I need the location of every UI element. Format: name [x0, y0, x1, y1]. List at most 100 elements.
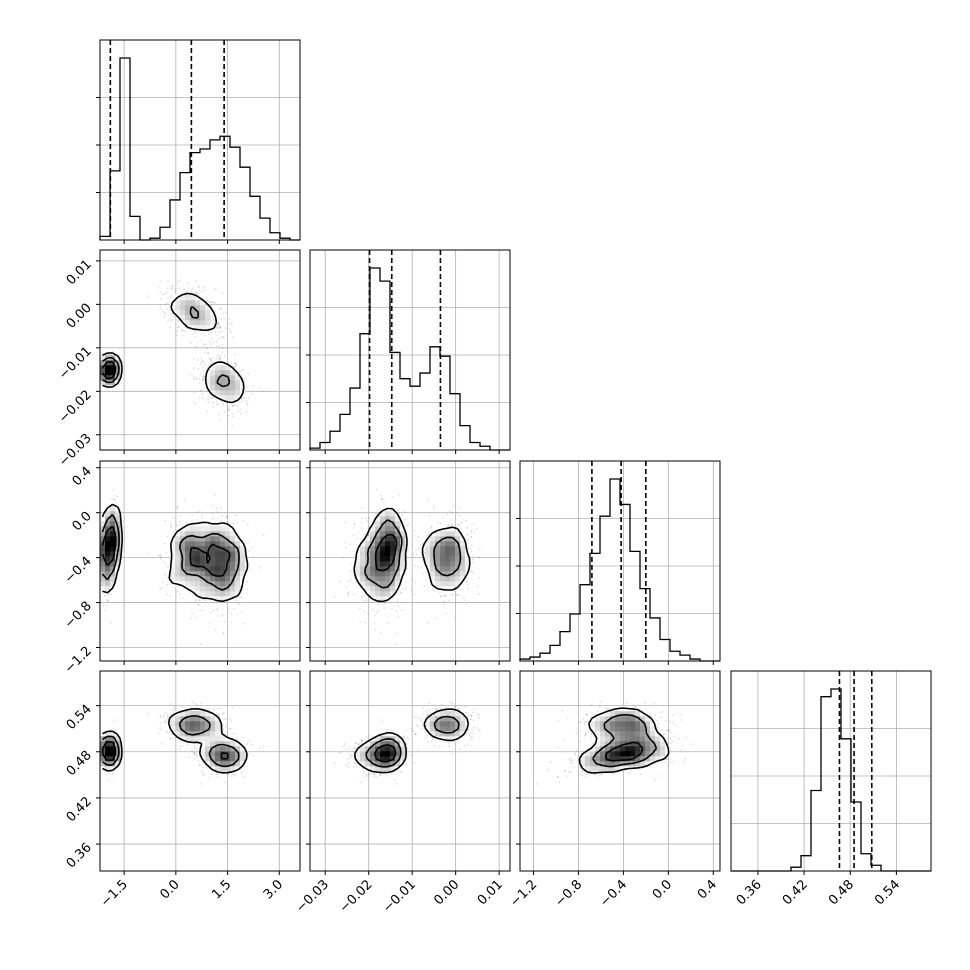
- sample-point: [457, 588, 459, 591]
- sample-point: [465, 519, 467, 522]
- sample-point: [172, 710, 175, 713]
- density-cell: [110, 521, 116, 527]
- density-cell: [445, 566, 451, 572]
- sample-point: [427, 533, 430, 536]
- density-cell: [190, 295, 196, 301]
- density-cell: [210, 556, 216, 562]
- density-cell: [190, 571, 196, 577]
- sample-point: [195, 599, 197, 601]
- density-cell: [360, 566, 366, 572]
- sample-point: [202, 375, 205, 378]
- histogram-param-2: [519, 478, 720, 662]
- density-cell: [105, 556, 111, 562]
- density-cell: [430, 556, 436, 562]
- sample-point: [179, 745, 182, 748]
- sample-point: [200, 333, 203, 335]
- density-cell: [220, 591, 226, 597]
- sample-point: [112, 488, 115, 491]
- sample-point: [466, 526, 469, 529]
- sample-point: [205, 398, 208, 401]
- density-cell: [380, 516, 386, 522]
- sample-point: [104, 595, 107, 598]
- sample-point: [108, 593, 111, 596]
- density-cell: [380, 511, 386, 517]
- sample-point: [434, 617, 437, 620]
- sample-point: [216, 340, 218, 343]
- density-cell: [240, 561, 246, 567]
- sample-point: [221, 343, 224, 346]
- sample-point: [233, 365, 236, 368]
- density-cell: [195, 526, 201, 532]
- density-cell: [440, 556, 446, 562]
- density-cell: [185, 320, 191, 326]
- sample-point: [233, 519, 236, 522]
- density-cell: [460, 561, 466, 567]
- sample-point: [418, 547, 421, 550]
- density-cell: [235, 591, 241, 597]
- sample-point: [231, 413, 234, 415]
- density-cell: [205, 576, 211, 582]
- density-cell: [215, 390, 221, 396]
- sample-point: [405, 581, 407, 583]
- sample-point: [169, 738, 172, 740]
- sample-point: [251, 392, 253, 395]
- density-cell: [190, 546, 196, 552]
- density-cell: [195, 325, 201, 331]
- sample-point: [220, 313, 223, 315]
- density-cell: [460, 536, 466, 542]
- density-cell: [110, 551, 116, 557]
- sample-point: [470, 535, 473, 538]
- density-cell: [210, 370, 216, 376]
- density-cell: [440, 531, 446, 537]
- sample-point: [365, 599, 368, 602]
- density-cell: [180, 315, 186, 321]
- density-cell: [210, 536, 216, 542]
- sample-point: [209, 358, 212, 361]
- sample-point: [159, 714, 162, 717]
- sample-point: [161, 310, 164, 312]
- density-cell: [200, 531, 206, 537]
- density-cell: [360, 576, 366, 582]
- density-cell: [220, 390, 226, 396]
- density-cell: [400, 551, 406, 557]
- sample-point: [202, 360, 205, 363]
- density-cell: [115, 531, 121, 537]
- sample-point: [159, 290, 162, 293]
- sample-point: [200, 389, 203, 392]
- density-cell: [225, 551, 231, 557]
- sample-point: [214, 493, 217, 496]
- density-cell: [440, 566, 446, 572]
- density-cell: [360, 571, 366, 577]
- sample-point: [178, 593, 181, 596]
- sample-point: [381, 497, 384, 500]
- density-cell: [110, 370, 116, 376]
- density-cell: [205, 561, 211, 567]
- density-cell: [455, 571, 461, 577]
- density-cell: [385, 511, 391, 517]
- density-cell: [205, 315, 211, 321]
- density-cell: [180, 300, 186, 306]
- sample-point: [194, 403, 197, 405]
- density-cell: [225, 390, 231, 396]
- sample-point: [179, 748, 181, 751]
- sample-point: [243, 397, 246, 400]
- sample-point: [231, 321, 233, 324]
- sample-point: [467, 587, 470, 590]
- sample-point: [194, 335, 197, 338]
- sample-point: [373, 622, 375, 625]
- sample-point: [245, 400, 248, 402]
- sample-point: [465, 603, 467, 606]
- sample-point: [164, 711, 167, 714]
- density-cell: [175, 561, 181, 567]
- sample-point: [163, 315, 166, 318]
- sample-point: [469, 547, 472, 550]
- sample-point: [211, 301, 214, 304]
- sample-point: [404, 518, 406, 521]
- sample-point: [221, 514, 224, 517]
- density-cell: [210, 541, 216, 547]
- sample-point: [163, 560, 166, 563]
- density-cell: [100, 586, 106, 592]
- sample-point: [207, 300, 210, 303]
- density-cell: [440, 571, 446, 577]
- density-cell: [240, 576, 246, 582]
